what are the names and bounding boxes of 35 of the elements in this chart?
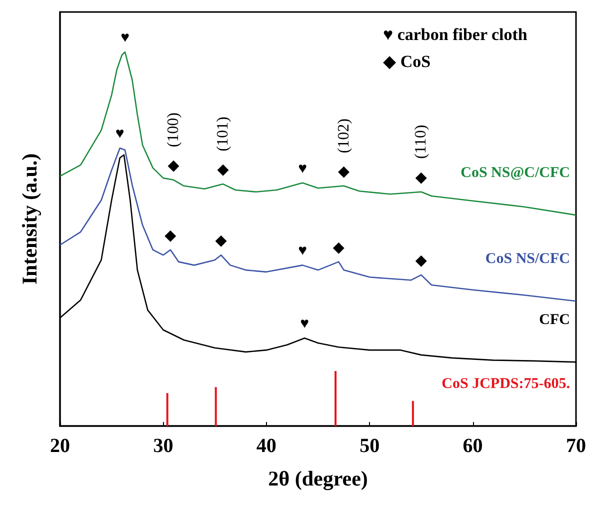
bar [334, 371, 337, 426]
x-tick-label: 30 [153, 435, 174, 457]
x-tick-label: 60 [462, 435, 483, 457]
annotation: ♥ [115, 126, 124, 142]
x-tick-label: 50 [360, 435, 380, 457]
annotation: ♥ [120, 30, 130, 46]
annotation: ◆ [217, 162, 230, 178]
series-label: CoS JCPDS:75-605. [442, 376, 570, 392]
x-tick-label: 20 [50, 435, 70, 457]
annotation: ♥ [298, 243, 308, 260]
y-axis-title: Intensity (a.u.) [18, 153, 42, 285]
annotation: ◆ [338, 164, 350, 180]
text: CFC [539, 312, 570, 328]
annotation: ◆ [164, 228, 177, 244]
annotation: ◆ [332, 240, 345, 256]
bar [412, 400, 414, 426]
bar [214, 387, 217, 426]
series-label: CoS NS/CFC [485, 251, 570, 268]
annotation: ♥ [298, 160, 308, 177]
x-axis-title: 2θ (degree) [268, 466, 368, 490]
annotation: ♥ [300, 316, 310, 332]
annotation: ◆ [215, 233, 228, 250]
annotation: (101) [214, 116, 232, 152]
annotation: ◆ [415, 170, 428, 186]
bar [166, 393, 168, 426]
series-label: CoS NS@C/CFC [460, 165, 570, 182]
annotation: ◆ [168, 158, 180, 174]
annotation: (110) [412, 124, 430, 159]
x-tick-label: 40 [256, 435, 276, 457]
text: ♥ carbon fiber cloth [383, 25, 528, 44]
x-tick-label: 70 [566, 435, 586, 457]
annotation: ◆ [415, 252, 428, 269]
annotation: ◆ CoS [383, 52, 431, 71]
annotation: (100) [165, 112, 182, 148]
annotation: (102) [335, 118, 352, 154]
